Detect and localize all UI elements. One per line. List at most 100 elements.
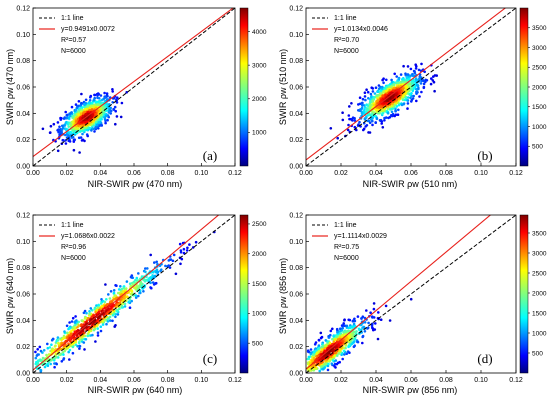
- scatter-point: [194, 240, 198, 244]
- scatter-point: [65, 127, 68, 131]
- scatter-point: [71, 328, 75, 332]
- scatter-point: [414, 67, 418, 70]
- scatter-point: [137, 294, 140, 298]
- y-tick-label: 0.06: [16, 292, 30, 299]
- scatter-point: [78, 347, 81, 350]
- scatter-point: [146, 267, 149, 270]
- scatter-point: [104, 121, 107, 125]
- scatter-point: [370, 86, 374, 89]
- y-tick-label: 0.00: [289, 164, 303, 171]
- scatter-point: [418, 95, 421, 98]
- scatter-point: [80, 106, 84, 109]
- scatter-point: [130, 299, 133, 303]
- scatter-point: [41, 127, 45, 131]
- scatter-point: [78, 151, 81, 154]
- scatter-point: [366, 90, 370, 94]
- scatter-point: [63, 330, 66, 333]
- scatter-point: [93, 307, 97, 310]
- scatter-point: [331, 359, 335, 362]
- scatter-point: [119, 285, 122, 288]
- scatter-point: [375, 117, 379, 121]
- scatter-point: [321, 367, 325, 371]
- scatter-point: [178, 242, 182, 246]
- scatter-point: [100, 305, 103, 308]
- scatter-point: [380, 120, 384, 123]
- scatter-point: [312, 356, 316, 360]
- scatter-point: [95, 308, 99, 312]
- scatter-point: [79, 110, 83, 113]
- legend-n-d: N=6000: [334, 255, 359, 262]
- x-tick-label: 0.10: [474, 170, 488, 177]
- scatter-point: [369, 98, 372, 101]
- scatter-point: [103, 96, 106, 100]
- scatter-point: [58, 352, 61, 356]
- scatter-point: [360, 106, 364, 110]
- scatter-point: [363, 109, 366, 113]
- scatter-point: [61, 337, 65, 341]
- scatter-point: [144, 278, 148, 282]
- scatter-point: [88, 118, 91, 121]
- scatter-point: [418, 75, 422, 78]
- scatter-point: [92, 314, 95, 318]
- scatter-point: [424, 78, 428, 82]
- scatter-point: [94, 100, 98, 104]
- colorbar-tick-label: 2000: [532, 84, 547, 91]
- scatter-point: [155, 260, 158, 264]
- colorbar-a: [239, 7, 249, 167]
- scatter-point: [43, 365, 47, 369]
- scatter-point: [342, 349, 346, 353]
- scatter-point: [64, 142, 68, 145]
- scatter-point: [77, 136, 81, 140]
- scatter-point: [106, 320, 110, 323]
- scatter-point: [358, 120, 361, 124]
- scatter-point: [307, 355, 311, 359]
- scatter-point: [379, 105, 383, 108]
- scatter-point: [85, 112, 88, 116]
- colorbar-tick-label: 1500: [532, 310, 547, 317]
- scatter-point: [372, 302, 376, 305]
- ylabel-c: SWIR ρw (640 nm): [5, 258, 15, 334]
- scatter-point: [381, 126, 385, 129]
- scatter-point: [408, 77, 411, 81]
- scatter-point: [65, 116, 69, 120]
- scatter-point: [53, 357, 56, 360]
- scatter-point: [386, 107, 390, 111]
- legend-label-fit-a: y=0.9491x0.0072: [61, 26, 115, 33]
- scatter-point: [403, 92, 407, 95]
- scatter-point: [86, 105, 90, 108]
- scatter-point: [114, 109, 117, 113]
- scatter-point: [102, 111, 105, 115]
- scatter-point: [392, 87, 395, 90]
- fit-line-b: [306, 8, 507, 161]
- scatter-point: [71, 342, 74, 346]
- scatter-point: [363, 321, 367, 324]
- scatter-point: [374, 121, 378, 124]
- scatter-point: [347, 114, 351, 117]
- scatter-point: [94, 310, 97, 314]
- colorbar-tick-label: 2000: [532, 290, 547, 297]
- legend-label-fit-c: y=1.0686x0.0022: [61, 233, 115, 240]
- scatter-point: [169, 258, 173, 261]
- scatter-point: [347, 336, 351, 339]
- scatter-point: [363, 330, 367, 333]
- scatter-point: [97, 310, 101, 314]
- scatter-point: [99, 325, 103, 329]
- scatter-point: [65, 331, 69, 335]
- scatter-point: [80, 338, 84, 342]
- scatter-point: [47, 353, 51, 356]
- scatter-point: [389, 108, 392, 111]
- scatter-point: [128, 306, 132, 310]
- scatter-point: [67, 121, 70, 124]
- scatter-point: [96, 306, 100, 309]
- scatter-point: [406, 73, 410, 76]
- scatter-point: [59, 131, 62, 134]
- x-tick-label: 0.10: [195, 170, 209, 177]
- x-tick-label: 0.06: [404, 377, 418, 384]
- scatter-point: [335, 362, 339, 366]
- scatter-point: [101, 323, 105, 326]
- colorbar-tick-label: 3500: [532, 25, 547, 32]
- x-tick-label: 0.10: [474, 377, 488, 384]
- scatter-point: [105, 322, 108, 326]
- scatter-point: [60, 347, 63, 351]
